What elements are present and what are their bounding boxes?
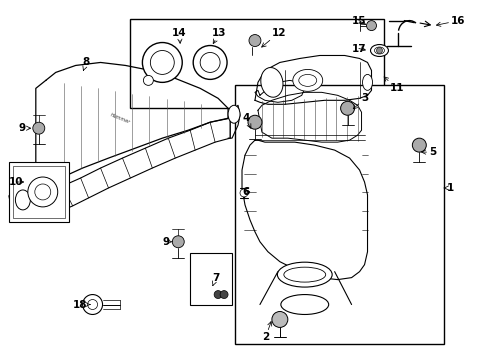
- Ellipse shape: [277, 262, 331, 287]
- Text: 10: 10: [9, 177, 23, 187]
- Ellipse shape: [292, 69, 322, 91]
- Circle shape: [193, 45, 226, 80]
- Circle shape: [33, 122, 45, 134]
- Bar: [9, 162, 68, 222]
- Text: 5: 5: [421, 147, 436, 157]
- Circle shape: [220, 291, 227, 298]
- Circle shape: [248, 35, 261, 46]
- Text: 17: 17: [351, 44, 366, 54]
- Bar: [130, 19, 384, 108]
- Circle shape: [87, 300, 98, 310]
- Text: 6: 6: [242, 187, 249, 197]
- Ellipse shape: [362, 75, 372, 90]
- Text: 7: 7: [212, 273, 219, 285]
- Text: 12: 12: [261, 28, 286, 47]
- Text: 14: 14: [172, 28, 186, 43]
- Circle shape: [366, 21, 376, 31]
- Ellipse shape: [298, 75, 316, 86]
- Circle shape: [411, 138, 426, 152]
- Circle shape: [247, 115, 262, 129]
- Text: 16: 16: [436, 15, 465, 26]
- Ellipse shape: [280, 294, 328, 315]
- Ellipse shape: [260, 68, 283, 97]
- Text: 1: 1: [443, 183, 453, 193]
- Ellipse shape: [15, 190, 30, 210]
- Text: 4: 4: [242, 113, 250, 128]
- Circle shape: [240, 189, 247, 197]
- Text: 11: 11: [384, 77, 403, 93]
- Text: Hummer: Hummer: [109, 112, 131, 125]
- Circle shape: [340, 101, 354, 115]
- Text: 3: 3: [352, 93, 368, 109]
- Circle shape: [214, 291, 222, 298]
- Text: 18: 18: [73, 300, 90, 310]
- Text: 15: 15: [351, 15, 366, 26]
- Bar: [13, 166, 64, 218]
- Text: 13: 13: [212, 28, 226, 44]
- Circle shape: [172, 236, 184, 248]
- Text: 2: 2: [262, 321, 271, 342]
- Circle shape: [200, 53, 220, 72]
- Text: 9: 9: [162, 237, 172, 247]
- Circle shape: [82, 294, 102, 315]
- Circle shape: [35, 184, 51, 200]
- Circle shape: [376, 48, 382, 54]
- Ellipse shape: [283, 267, 325, 282]
- Ellipse shape: [374, 47, 384, 54]
- Ellipse shape: [227, 105, 240, 123]
- Ellipse shape: [370, 45, 387, 57]
- Circle shape: [150, 50, 174, 75]
- Circle shape: [143, 75, 153, 85]
- Bar: [235, 85, 443, 345]
- Circle shape: [271, 311, 287, 328]
- Bar: [190, 253, 232, 305]
- Text: 9: 9: [19, 123, 31, 133]
- Circle shape: [28, 177, 58, 207]
- Text: 8: 8: [82, 58, 90, 71]
- Circle shape: [142, 42, 182, 82]
